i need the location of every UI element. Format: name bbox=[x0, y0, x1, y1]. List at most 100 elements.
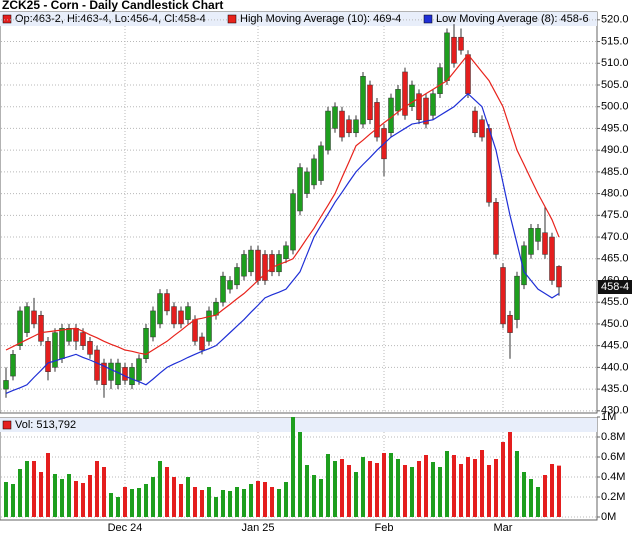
candle-body bbox=[465, 54, 471, 94]
volume-bar bbox=[81, 483, 85, 517]
legend-swatch bbox=[423, 14, 433, 24]
volume-bar bbox=[165, 467, 169, 517]
y-tick-label: 500.0 bbox=[601, 101, 629, 113]
volume-bar bbox=[319, 479, 323, 517]
candle-body bbox=[227, 280, 233, 290]
candle-body bbox=[416, 93, 422, 120]
candle-body bbox=[269, 254, 275, 273]
candle-body bbox=[367, 84, 373, 120]
candle-body bbox=[38, 314, 44, 342]
volume-bar bbox=[39, 472, 43, 517]
volume-bar bbox=[424, 455, 428, 517]
candle-body bbox=[486, 128, 492, 203]
volume-bar bbox=[291, 417, 295, 517]
volume-bar bbox=[550, 464, 554, 517]
volume-bar bbox=[375, 463, 379, 517]
volume-bar bbox=[508, 432, 512, 517]
volume-bar bbox=[333, 461, 337, 517]
x-tick-label: Mar bbox=[494, 522, 513, 534]
candle-body bbox=[164, 293, 170, 312]
volume-bar bbox=[193, 487, 197, 517]
volume-bar bbox=[207, 487, 211, 517]
y-tick-label: 505.0 bbox=[601, 79, 629, 91]
y-tick-label: 440.0 bbox=[601, 361, 629, 373]
volume-bar bbox=[144, 484, 148, 517]
candle-body bbox=[143, 328, 149, 359]
volume-bar bbox=[284, 482, 288, 517]
volume-bar bbox=[74, 481, 78, 517]
candle-body bbox=[122, 367, 128, 381]
volume-bar bbox=[368, 461, 372, 517]
volume-bar bbox=[88, 475, 92, 517]
candle-body bbox=[171, 306, 177, 325]
moving-average-line bbox=[5, 92, 560, 395]
candle-body bbox=[514, 275, 520, 320]
candle-body bbox=[479, 119, 485, 138]
candle-body bbox=[101, 362, 107, 386]
candle-body bbox=[325, 110, 331, 151]
candle-body bbox=[437, 67, 443, 94]
volume-bar bbox=[179, 484, 183, 517]
candle-body bbox=[451, 36, 457, 64]
candle-body bbox=[521, 245, 527, 286]
candle-body bbox=[129, 367, 135, 386]
volume-bar bbox=[298, 432, 302, 517]
candle-body bbox=[80, 332, 86, 346]
candle-body bbox=[262, 254, 268, 281]
candle-body bbox=[241, 254, 247, 277]
volume-bar bbox=[130, 489, 134, 517]
candle-body bbox=[402, 71, 408, 116]
candle-body bbox=[185, 306, 191, 320]
candle-body bbox=[276, 254, 282, 273]
candle-body bbox=[59, 328, 65, 359]
volume-bar bbox=[417, 461, 421, 517]
volume-bar bbox=[536, 487, 540, 517]
volume-label: Vol: 513,792 bbox=[15, 419, 76, 431]
candle-body bbox=[304, 171, 310, 194]
candle-body bbox=[458, 36, 464, 51]
candle-body bbox=[549, 236, 555, 281]
candle-body bbox=[472, 110, 478, 134]
volume-bar bbox=[389, 453, 393, 517]
candle-body bbox=[94, 349, 100, 381]
candle-body bbox=[290, 193, 296, 251]
volume-bar bbox=[256, 481, 260, 517]
volume-bar bbox=[438, 467, 442, 517]
chart-title: ZCK25 - Corn - Daily Candlestick Chart bbox=[2, 0, 223, 12]
volume-bar bbox=[452, 455, 456, 517]
volume-bar bbox=[11, 484, 15, 517]
volume-bar bbox=[32, 461, 36, 517]
y-tick-label: 470.0 bbox=[601, 231, 629, 243]
candle-body bbox=[535, 228, 541, 242]
volume-bar bbox=[214, 497, 218, 517]
candle-body bbox=[339, 110, 345, 138]
candle-body bbox=[353, 119, 359, 134]
volume-bar bbox=[340, 459, 344, 517]
candle-body bbox=[45, 341, 51, 372]
y-tick-label: 495.0 bbox=[601, 122, 629, 134]
volume-bar bbox=[102, 467, 106, 517]
volume-bar bbox=[151, 477, 155, 517]
volume-bar bbox=[396, 459, 400, 517]
volume-bar bbox=[186, 477, 190, 517]
volume-bar bbox=[172, 477, 176, 517]
candle-body bbox=[24, 306, 30, 333]
candle-body bbox=[311, 158, 317, 186]
volume-bar bbox=[116, 497, 120, 517]
candle-body bbox=[157, 293, 163, 325]
candle-body bbox=[556, 266, 562, 288]
candle-body bbox=[346, 119, 352, 134]
volume-bar bbox=[123, 487, 127, 517]
volume-bar bbox=[46, 453, 50, 517]
volume-bar bbox=[235, 487, 239, 517]
candle-body bbox=[500, 267, 506, 325]
candle-body bbox=[444, 32, 450, 81]
legend-label: High Moving Average (10): 469-4 bbox=[240, 13, 401, 25]
volume-bar bbox=[18, 469, 22, 517]
volume-bar bbox=[459, 464, 463, 517]
candle-body bbox=[409, 84, 415, 107]
candle-body bbox=[255, 249, 261, 281]
volume-bar bbox=[403, 465, 407, 517]
volume-tick-label: 0.6M bbox=[601, 451, 625, 463]
